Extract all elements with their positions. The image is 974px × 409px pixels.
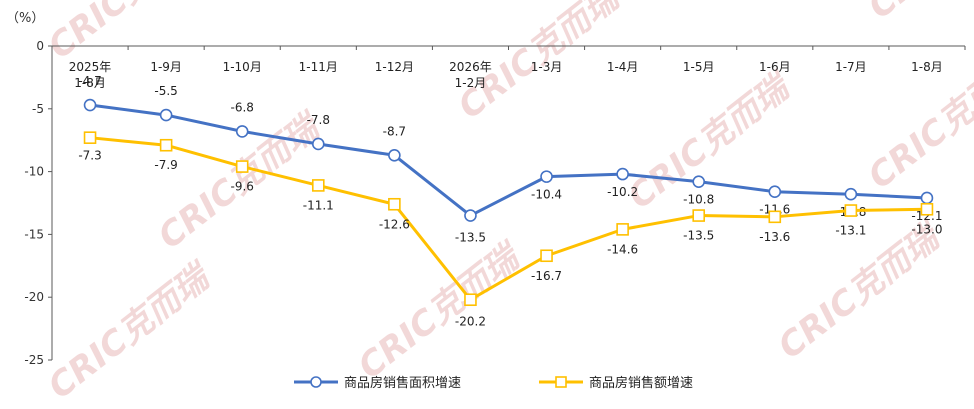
x-tick-label: 1-5月 [683,60,715,74]
data-label: -9.6 [230,180,253,194]
series-layer: -4.7 -5.5 -6.8 -7.8 -8.7 -13.5 -10.4 -10.2 -10.8… [78,74,942,329]
watermark-text: CRIC克而瑞 [351,235,530,387]
x-tick-label: 2026年 1-2月 [449,60,492,90]
legend-label: 商品房销售面积增速 [344,375,461,391]
x-tick-label: 2025年 1-8月 [69,60,112,90]
series-2: -7.3 -7.9 -9.6 -11.1 -12.6 -20.2 -16.7 -14.6 -13… [78,131,942,329]
data-label: -10.8 [683,193,714,207]
data-point [540,249,553,263]
data-point [692,175,706,188]
data-label: -12.1 [911,209,942,223]
data-label: -20.2 [455,315,486,329]
data-label: -13.5 [455,231,486,245]
x-tick-label: 1-8月 [911,60,943,74]
data-point [768,210,782,224]
data-point [159,138,173,152]
data-point [311,137,325,151]
watermark-text: CRIC克而瑞 [861,0,974,27]
axes: 0 -5 -10 -15 -20 -25 2025年 1-8月 1-9月 1-10月 1-11月 1-… [24,39,966,367]
data-label: -14.6 [607,242,638,256]
y-axis-unit-label: （%） [6,11,44,26]
x-tick-label: 1-10月 [223,60,262,74]
legend: 商品房销售面积增速 商品房销售额增速 [294,375,693,391]
data-point [388,148,401,162]
x-tick-label: 1-6月 [759,60,791,74]
data-point [616,223,629,236]
x-tick-label: 1-11月 [299,60,338,74]
legend-marker [555,376,567,388]
data-point [616,167,629,181]
data-point [83,98,97,112]
data-point [83,131,97,144]
y-tick-label: -20 [24,290,44,304]
legend-label: 商品房销售额增速 [589,375,693,391]
y-tick-label: -15 [24,227,44,241]
y-tick-label: -5 [32,102,44,116]
data-point [311,179,325,192]
data-point [844,204,858,217]
data-point [844,187,858,201]
data-point [464,293,477,307]
y-tick-label: 0 [36,39,44,53]
data-point [540,170,553,183]
data-point [235,160,249,173]
data-point [920,202,934,216]
data-label: -8.7 [383,124,406,138]
series-line [89,103,928,218]
x-tick-label: 1-4月 [607,60,639,74]
x-tick-label: 1-7月 [835,60,867,74]
y-tick-label: -10 [24,165,44,179]
data-label: -16.7 [531,269,562,283]
data-label: -12.6 [379,217,410,231]
data-point [235,125,249,138]
data-label: -5.5 [154,84,177,98]
watermark-text: CRIC克而瑞 [41,255,220,407]
watermark-text: CRIC克而瑞 [41,0,220,67]
x-tick-label: 1-12月 [375,60,414,74]
data-label: -7.3 [78,149,101,163]
data-point [388,197,401,211]
x-tick-label: 1-9月 [150,60,182,74]
data-label: -13.6 [759,230,790,244]
data-label: -11.6 [759,203,790,217]
series-line [89,136,927,302]
data-label: -6.8 [230,100,253,114]
data-point [464,209,477,222]
data-label: -13.1 [835,224,866,238]
y-tick-label: -25 [24,353,44,367]
data-point [692,209,706,222]
data-label: -7.8 [307,113,330,127]
x-tick-label: 1-3月 [531,60,563,74]
watermark-text: CRIC克而瑞 [771,215,950,367]
data-label: -4.7 [78,74,101,88]
legend-marker [310,376,322,388]
data-label: -10.2 [607,185,638,199]
data-label: -10.4 [531,188,562,202]
series-1: -4.7 -5.5 -6.8 -7.8 -8.7 -13.5 -10.4 -10.2 -10.8… [78,74,942,245]
data-point [920,191,934,205]
data-point [159,108,173,122]
data-label: -13.5 [683,229,714,243]
data-point [768,185,782,198]
data-label: -7.9 [154,158,177,172]
legend-item: 商品房销售额增速 [539,375,693,391]
legend-item: 商品房销售面积增速 [294,375,461,391]
data-label: -13.0 [911,222,942,236]
data-label: -11.1 [303,198,334,212]
